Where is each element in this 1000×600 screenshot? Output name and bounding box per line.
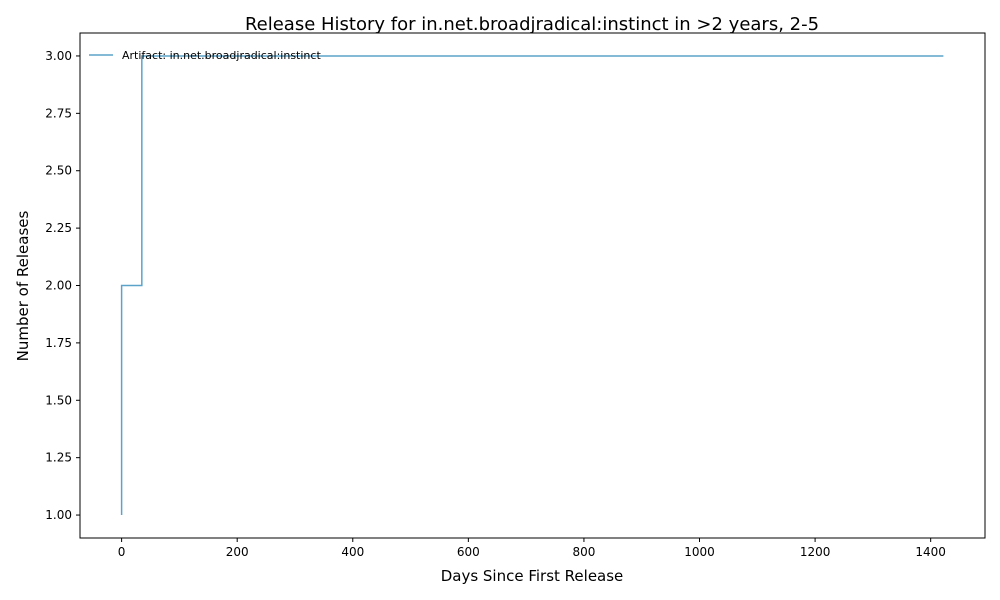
y-axis-ticks: 1.00 1.25 1.50 1.75 2.00 2.25 2.50 2.75 3.00 bbox=[45, 49, 80, 522]
y-tick-label: 2.75 bbox=[45, 106, 72, 120]
y-tick-label: 1.75 bbox=[45, 336, 72, 350]
chart-title: Release History for in.net.broadjradical… bbox=[245, 14, 819, 35]
y-tick-label: 2.25 bbox=[45, 221, 72, 235]
legend-entry-label: Artifact: in.net.broadjradical:instinct bbox=[122, 49, 321, 62]
y-tick-label: 2.50 bbox=[45, 164, 72, 178]
x-tick-label: 400 bbox=[341, 545, 364, 559]
x-tick-label: 1200 bbox=[800, 545, 831, 559]
x-tick-label: 1400 bbox=[915, 545, 946, 559]
legend: Artifact: in.net.broadjradical:instinct bbox=[89, 49, 321, 62]
x-tick-label: 1000 bbox=[684, 545, 715, 559]
y-tick-label: 1.00 bbox=[45, 508, 72, 522]
y-tick-label: 1.25 bbox=[45, 451, 72, 465]
y-tick-label: 3.00 bbox=[45, 49, 72, 63]
y-tick-label: 1.50 bbox=[45, 393, 72, 407]
y-axis-title: Number of Releases bbox=[14, 210, 32, 361]
x-tick-label: 200 bbox=[226, 545, 249, 559]
x-tick-label: 800 bbox=[572, 545, 595, 559]
x-tick-label: 0 bbox=[118, 545, 126, 559]
x-axis-title: Days Since First Release bbox=[441, 567, 624, 585]
x-axis-ticks: 0 200 400 600 800 1000 1200 1400 bbox=[118, 538, 946, 559]
x-tick-label: 600 bbox=[457, 545, 480, 559]
series-layer bbox=[120, 55, 944, 516]
y-tick-label: 2.00 bbox=[45, 279, 72, 293]
series-line bbox=[120, 55, 944, 516]
